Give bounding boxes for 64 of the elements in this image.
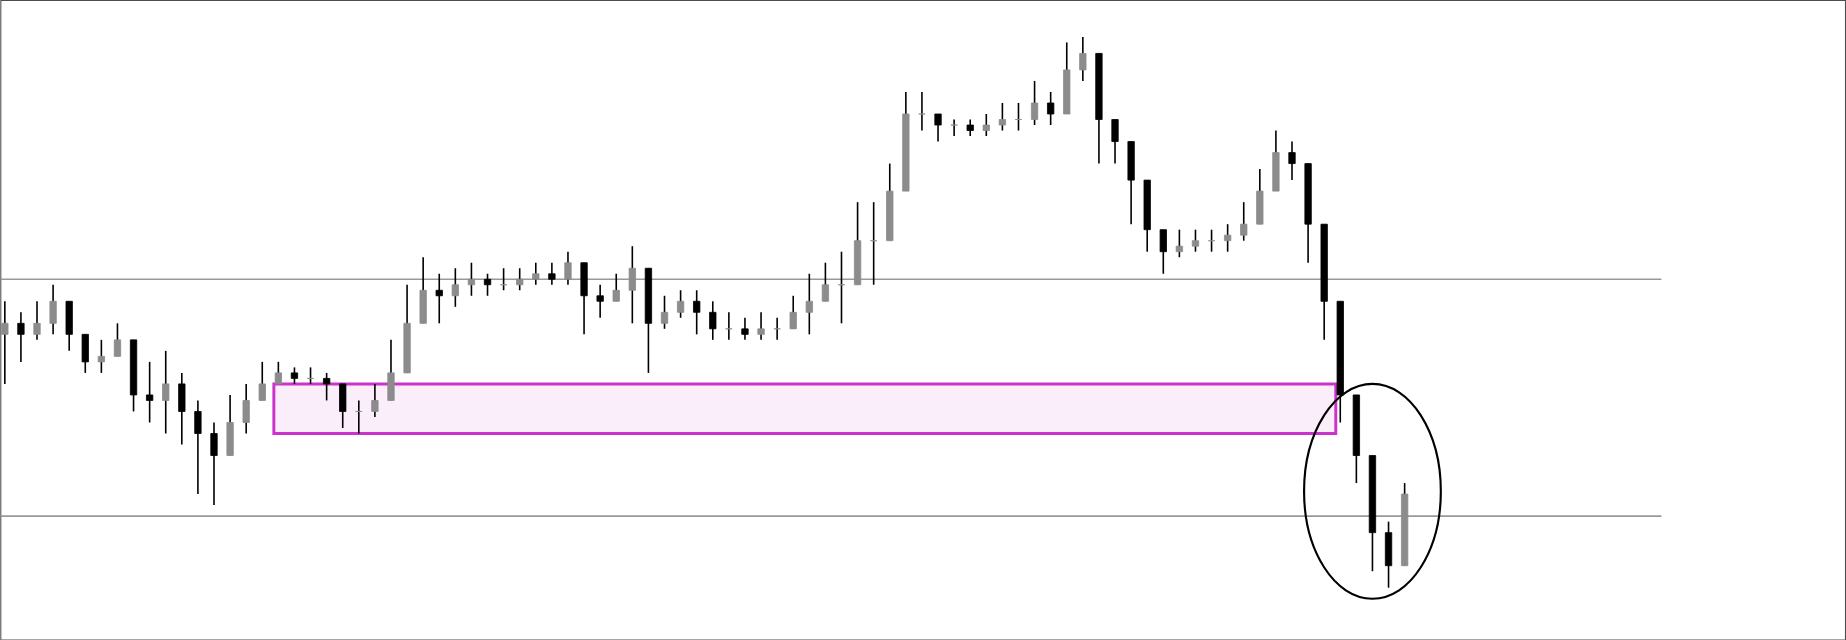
candlestick — [1079, 35, 1087, 82]
candlestick — [467, 261, 476, 297]
candlestick — [339, 382, 347, 429]
candlestick — [242, 382, 250, 435]
candlestick — [1384, 520, 1393, 589]
candlestick — [612, 272, 620, 302]
candlestick — [1, 300, 9, 385]
candlestick — [387, 338, 395, 401]
candlestick — [1047, 90, 1055, 126]
candlestick — [628, 245, 636, 324]
candlestick — [676, 289, 685, 319]
candlestick — [274, 360, 282, 385]
candlestick — [258, 360, 266, 401]
candlestick — [1224, 223, 1232, 253]
candlestick — [1191, 228, 1200, 253]
candlestick — [419, 256, 427, 324]
candlestick — [741, 316, 749, 341]
candlestick — [97, 338, 105, 374]
candlestick — [49, 283, 57, 335]
candlestick — [1111, 118, 1119, 165]
candlestick — [483, 272, 492, 297]
candlestick — [323, 371, 331, 401]
candlestick — [693, 289, 701, 335]
candlestick — [982, 112, 990, 137]
candlestick — [210, 421, 218, 506]
candlestick — [226, 393, 234, 457]
candlestick — [451, 267, 459, 308]
candlestick — [580, 261, 588, 335]
candlestick — [146, 360, 154, 423]
candlestick — [660, 294, 669, 330]
candlestick — [178, 371, 186, 446]
candlestick — [596, 283, 604, 319]
candlestick — [1272, 129, 1280, 192]
candlestick — [371, 382, 379, 418]
candlestick — [1030, 79, 1039, 126]
candlestick — [757, 311, 765, 341]
candlestick — [194, 399, 202, 495]
candlestick — [33, 300, 41, 341]
candlestick — [1159, 228, 1167, 275]
candlestick — [532, 261, 540, 286]
candlestick — [1063, 41, 1071, 115]
candlestick — [950, 118, 958, 137]
candlestick — [821, 261, 830, 302]
candlestick — [853, 201, 862, 286]
candlestick — [435, 272, 443, 324]
candlestick — [564, 250, 572, 286]
candlestick — [789, 294, 797, 330]
candlestick — [998, 101, 1007, 132]
candlestick — [709, 300, 717, 341]
candlestick — [1288, 140, 1296, 181]
candlestick — [17, 311, 25, 363]
candlestick — [65, 300, 73, 352]
candlestick — [805, 272, 813, 335]
candlestick — [162, 349, 170, 435]
candlestick — [516, 267, 524, 291]
candlestick — [1256, 168, 1264, 225]
candlestick — [1240, 201, 1248, 242]
candlestick — [918, 90, 926, 132]
candlestick — [81, 333, 89, 374]
candlestick — [1127, 140, 1135, 225]
candlestick — [934, 112, 942, 143]
candlestick — [1175, 228, 1183, 258]
candlestick — [113, 322, 122, 357]
candlestick — [548, 261, 556, 286]
